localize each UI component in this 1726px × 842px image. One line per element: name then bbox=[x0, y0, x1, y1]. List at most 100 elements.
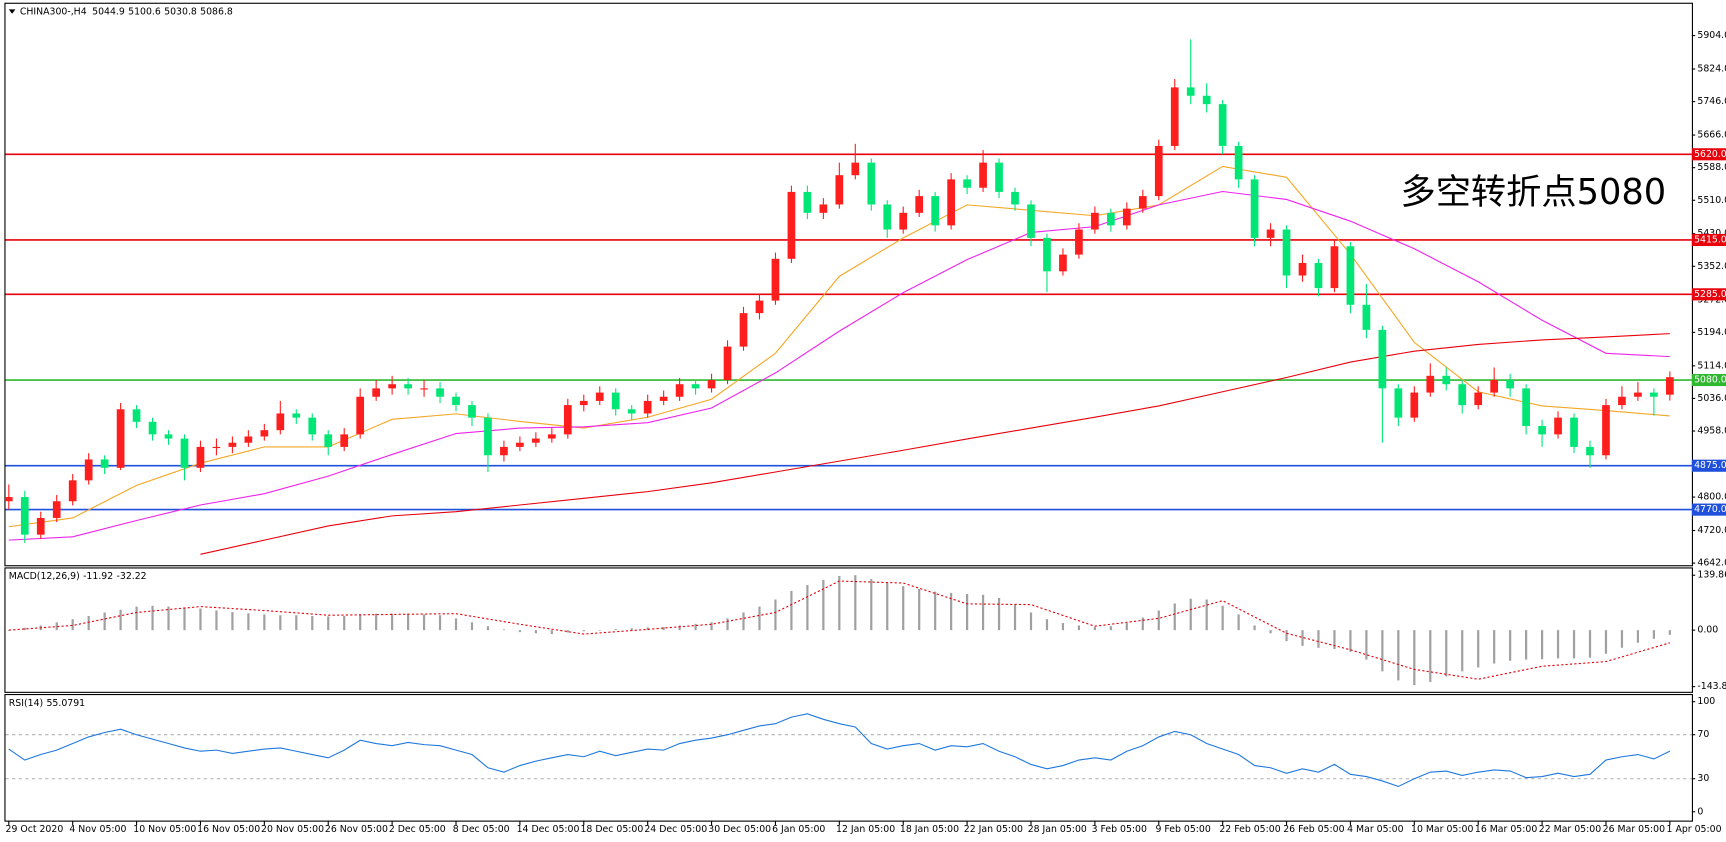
candle-body bbox=[1378, 329, 1387, 389]
macd-signal: -32.22 bbox=[117, 571, 147, 582]
symbol: CHINA300-,H4 bbox=[20, 6, 87, 17]
x-tick-label: 18 Dec 05:00 bbox=[580, 824, 643, 835]
candle-body bbox=[643, 400, 652, 414]
y-tick-label: 5510.0 bbox=[1697, 195, 1726, 206]
macd-bar bbox=[7, 630, 10, 631]
candle-body bbox=[4, 497, 13, 502]
macd-bar bbox=[726, 618, 729, 631]
x-tick-label: 10 Nov 05:00 bbox=[133, 824, 196, 835]
axis-layer: 5904.0 5824.0 5746.0 5666.0 5588.0 5510.0 5430… bbox=[6, 30, 1726, 835]
candle-body bbox=[1490, 380, 1499, 393]
candle-body bbox=[84, 459, 93, 481]
macd-bar bbox=[23, 627, 26, 631]
macd-bar bbox=[1285, 630, 1288, 642]
candle-body bbox=[308, 417, 317, 435]
candle-body bbox=[627, 409, 636, 414]
macd-bar bbox=[534, 630, 537, 634]
candle-body bbox=[1330, 246, 1339, 289]
candle-body bbox=[148, 421, 157, 435]
level-label: 5080.0 bbox=[1694, 375, 1726, 386]
x-tick-label: 26 Nov 05:00 bbox=[325, 824, 388, 835]
candle-body bbox=[1618, 396, 1626, 406]
x-tick-label: 10 Mar 05:00 bbox=[1411, 824, 1473, 835]
macd-bar bbox=[694, 623, 697, 631]
candle-body bbox=[388, 384, 396, 389]
macd-bar bbox=[199, 608, 202, 631]
candle-body bbox=[1602, 405, 1610, 456]
candle-body bbox=[1138, 196, 1147, 209]
y-tick-label: 5666.0 bbox=[1697, 130, 1726, 141]
macd-bar bbox=[1397, 630, 1400, 681]
price-layer bbox=[4, 39, 1692, 555]
candle-body bbox=[915, 196, 924, 213]
x-tick-label: 22 Jan 05:00 bbox=[964, 824, 1023, 835]
x-tick-label: 3 Feb 05:00 bbox=[1092, 824, 1147, 835]
x-tick-label: 2 Dec 05:00 bbox=[389, 824, 446, 835]
macd-bar bbox=[1093, 627, 1096, 631]
x-tick-label: 18 Jan 05:00 bbox=[900, 824, 959, 835]
candle-body bbox=[1570, 417, 1578, 447]
candle-body bbox=[532, 438, 540, 443]
low: 5030.8 bbox=[164, 6, 197, 17]
candle-body bbox=[1586, 446, 1594, 456]
x-tick-label: 22 Mar 05:00 bbox=[1539, 824, 1601, 835]
candle-body bbox=[995, 162, 1003, 192]
y-tick-label: 5746.0 bbox=[1697, 96, 1726, 107]
macd-bar bbox=[1333, 630, 1336, 649]
macd-bar bbox=[614, 628, 617, 631]
x-tick-label: 6 Jan 05:00 bbox=[772, 824, 825, 835]
candle-body bbox=[787, 191, 796, 259]
candle-body bbox=[196, 446, 205, 468]
y-tick-label: 5352.0 bbox=[1697, 261, 1726, 272]
macd-bar bbox=[1077, 625, 1081, 631]
candle-body bbox=[1650, 392, 1658, 397]
macd-bar bbox=[502, 629, 506, 631]
candle-body bbox=[1234, 145, 1243, 180]
x-tick-label: 16 Mar 05:00 bbox=[1475, 824, 1537, 835]
candle-body bbox=[116, 409, 125, 468]
macd-bar bbox=[422, 614, 426, 631]
candle-body bbox=[707, 380, 716, 389]
x-tick-label: 22 Feb 05:00 bbox=[1219, 824, 1280, 835]
level-label: 5285.0 bbox=[1694, 289, 1726, 300]
y-tick-label: 4642.0 bbox=[1697, 558, 1726, 569]
macd-bar bbox=[391, 613, 394, 631]
candle-body bbox=[292, 413, 301, 418]
macd-bar bbox=[870, 579, 873, 631]
macd-bar bbox=[231, 612, 234, 631]
macd-bar bbox=[1269, 630, 1272, 634]
candle-body bbox=[931, 196, 940, 226]
candle-body bbox=[100, 459, 109, 468]
macd-bar bbox=[1572, 630, 1576, 659]
macd-bar bbox=[1493, 630, 1496, 664]
menu-arrow[interactable] bbox=[8, 9, 16, 14]
macd-bar bbox=[55, 622, 58, 631]
macd-bar bbox=[790, 590, 793, 631]
candle-body bbox=[1282, 229, 1291, 276]
macd-bar bbox=[997, 597, 1001, 631]
macd-bar bbox=[630, 628, 633, 631]
candle-body bbox=[1122, 208, 1131, 226]
candle-body bbox=[883, 204, 892, 230]
macd-title: MACD(12,26,9) bbox=[9, 571, 80, 582]
macd-bar bbox=[1588, 630, 1592, 658]
macd-bar bbox=[1604, 630, 1608, 654]
macd-bar bbox=[550, 630, 553, 635]
candle-body bbox=[1250, 179, 1259, 238]
candle-body bbox=[1426, 375, 1435, 393]
candle-body bbox=[1298, 262, 1307, 276]
price-panel bbox=[4, 2, 1693, 567]
y-tick-label: 70 bbox=[1697, 729, 1709, 740]
macd-bar bbox=[1173, 603, 1176, 631]
macd-bar bbox=[758, 606, 761, 631]
macd-bar bbox=[1461, 630, 1464, 672]
level-label-box bbox=[1691, 288, 1726, 301]
candle-body bbox=[1442, 375, 1451, 385]
macd-bar bbox=[918, 588, 921, 631]
rsi-layer bbox=[5, 713, 1692, 788]
candle-body bbox=[404, 384, 412, 389]
candle-body bbox=[963, 179, 971, 188]
y-tick-label: 5824.0 bbox=[1697, 64, 1726, 75]
x-tick-label: 29 Oct 2020 bbox=[6, 824, 64, 835]
